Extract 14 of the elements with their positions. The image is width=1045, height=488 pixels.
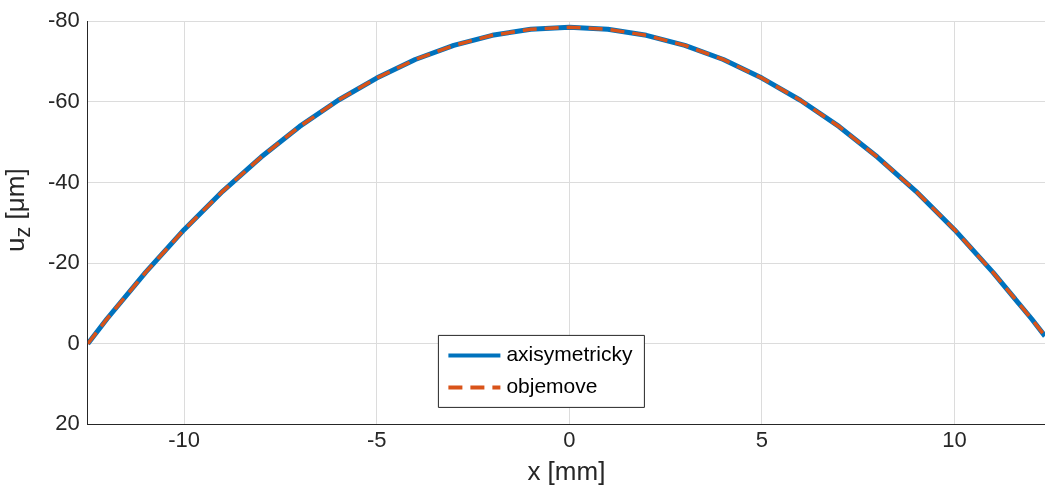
- x-tick-label: -10: [168, 426, 200, 452]
- y-tick-label: -20: [48, 249, 80, 275]
- x-tick-label: 10: [942, 426, 967, 452]
- y-tick-label: 0: [67, 329, 80, 355]
- x-tick-label: 5: [755, 426, 769, 452]
- x-tick-label: -5: [366, 426, 387, 452]
- x-tick-label: 0: [563, 426, 576, 452]
- y-tick-label: 20: [55, 410, 80, 436]
- y-tick-label: -60: [48, 87, 80, 113]
- y-tick-label: -80: [48, 7, 80, 33]
- x-axis-title: x [mm]: [527, 455, 606, 486]
- legend-label: axisymetricky: [506, 342, 633, 366]
- y-tick-label: -40: [48, 168, 80, 194]
- legend-label: objemove: [506, 374, 598, 398]
